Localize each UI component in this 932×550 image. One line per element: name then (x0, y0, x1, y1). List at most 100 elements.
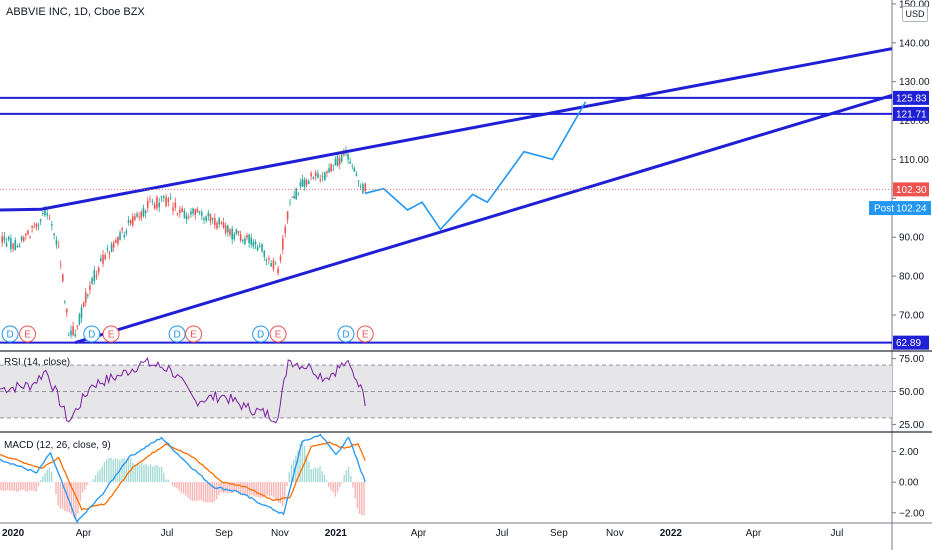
macd-histogram-bar (132, 462, 134, 483)
candle-body (303, 179, 306, 187)
candle-body (203, 218, 205, 220)
x-tick-label: Jul (831, 528, 844, 539)
candle-body (317, 173, 319, 179)
post-badge-label: Post (874, 204, 894, 215)
candle-body (117, 236, 119, 244)
earnings-marker[interactable] (185, 325, 203, 343)
post-badge-price: 102.24 (896, 204, 927, 215)
macd-histogram-bar (363, 482, 365, 515)
dividend-marker-label: D (88, 330, 95, 341)
macd-histogram-bar (70, 482, 73, 515)
macd-histogram-bar (273, 482, 275, 498)
rsi-line (0, 357, 366, 424)
candle-body (149, 199, 151, 201)
macd-histogram-bar (136, 463, 139, 483)
macd-tick-label: 0.00 (899, 478, 919, 489)
y-tick-label: 150.00 (899, 0, 930, 10)
candle-body (286, 211, 289, 220)
candle-body (74, 334, 77, 336)
candle-body (258, 245, 261, 247)
candle-body (310, 172, 312, 177)
macd-histogram-bar (339, 482, 341, 487)
candle-body (256, 247, 259, 251)
macd-histogram-bar (207, 482, 209, 503)
trend-line-upper[interactable] (0, 47, 893, 212)
macd-pane: 2.00 0.00 −2.00 (0, 433, 925, 524)
macd-histogram-bar (48, 467, 51, 483)
macd-histogram-bar (358, 482, 361, 514)
candle-body (305, 180, 308, 185)
macd-histogram-bar (171, 482, 174, 486)
dividend-marker[interactable] (1, 325, 19, 343)
dividend-marker[interactable] (168, 325, 186, 343)
candle-body (123, 235, 126, 238)
candle-body (254, 241, 257, 245)
macd-histogram-bar (332, 482, 334, 493)
candle-body (321, 176, 324, 177)
candle-body (48, 218, 51, 220)
candle-body (108, 253, 111, 255)
candle-body (277, 268, 279, 274)
macd-histogram-bar (4, 482, 7, 491)
macd-histogram-bar (262, 482, 264, 498)
macd-histogram-bar (196, 482, 198, 501)
currency-button[interactable]: USD (902, 6, 928, 22)
earnings-marker-label: E (190, 330, 197, 341)
candle-body (115, 240, 117, 243)
macd-histogram-bar (264, 482, 266, 497)
candle-body (142, 208, 145, 217)
candle-body (334, 159, 337, 166)
earnings-marker[interactable] (269, 325, 287, 343)
macd-histogram-bar (114, 458, 117, 483)
candle-body (93, 270, 96, 281)
candle-body (87, 295, 89, 297)
macd-label[interactable]: MACD (12, 26, close, 9) (4, 440, 111, 451)
candle-body (207, 212, 210, 217)
x-tick-label: 2022 (660, 528, 683, 539)
candle-body (211, 217, 214, 220)
macd-histogram-bar (105, 459, 108, 483)
y-tick-label: 140.00 (899, 38, 930, 49)
macd-histogram-bar (103, 461, 106, 483)
macd-histogram-bar (242, 482, 244, 495)
macd-histogram-bar (198, 482, 200, 501)
macd-tick-label: −2.00 (899, 508, 925, 519)
candle-body (91, 278, 93, 284)
macd-histogram-bar (237, 482, 240, 494)
candle-body (336, 156, 339, 166)
candle-body (357, 180, 360, 182)
dividend-marker-label: D (257, 330, 264, 341)
earnings-marker[interactable] (356, 325, 374, 343)
macd-histogram-bar (83, 482, 86, 491)
macd-histogram-bar (209, 482, 211, 503)
candle-body (272, 260, 275, 270)
macd-histogram-bar (336, 482, 339, 493)
candle-body (146, 200, 149, 208)
candle-body (209, 214, 212, 222)
macd-histogram-bar (42, 476, 44, 483)
macd-histogram-bar (193, 482, 196, 501)
macd-histogram-bar (39, 479, 42, 483)
macd-histogram-bar (347, 466, 350, 483)
dividend-marker[interactable] (252, 325, 270, 343)
earnings-marker[interactable] (19, 325, 37, 343)
earnings-marker[interactable] (102, 325, 120, 343)
dividend-marker[interactable] (83, 325, 101, 343)
macd-histogram-bar (211, 482, 213, 503)
candle-body (10, 238, 12, 250)
rsi-label[interactable]: RSI (14, close) (4, 357, 71, 368)
macd-histogram-bar (218, 482, 220, 496)
macd-histogram-bar (0, 482, 2, 491)
macd-line (0, 433, 366, 524)
macd-histogram-bar (222, 482, 224, 493)
candle-body (263, 250, 266, 257)
drawings[interactable] (0, 47, 893, 345)
macd-histogram-bar (31, 482, 33, 491)
dividend-marker[interactable] (337, 325, 355, 343)
trend-line-lower[interactable] (74, 93, 893, 345)
candle-body (252, 242, 255, 247)
macd-histogram-bar (231, 482, 233, 494)
projection-path[interactable] (365, 101, 587, 231)
